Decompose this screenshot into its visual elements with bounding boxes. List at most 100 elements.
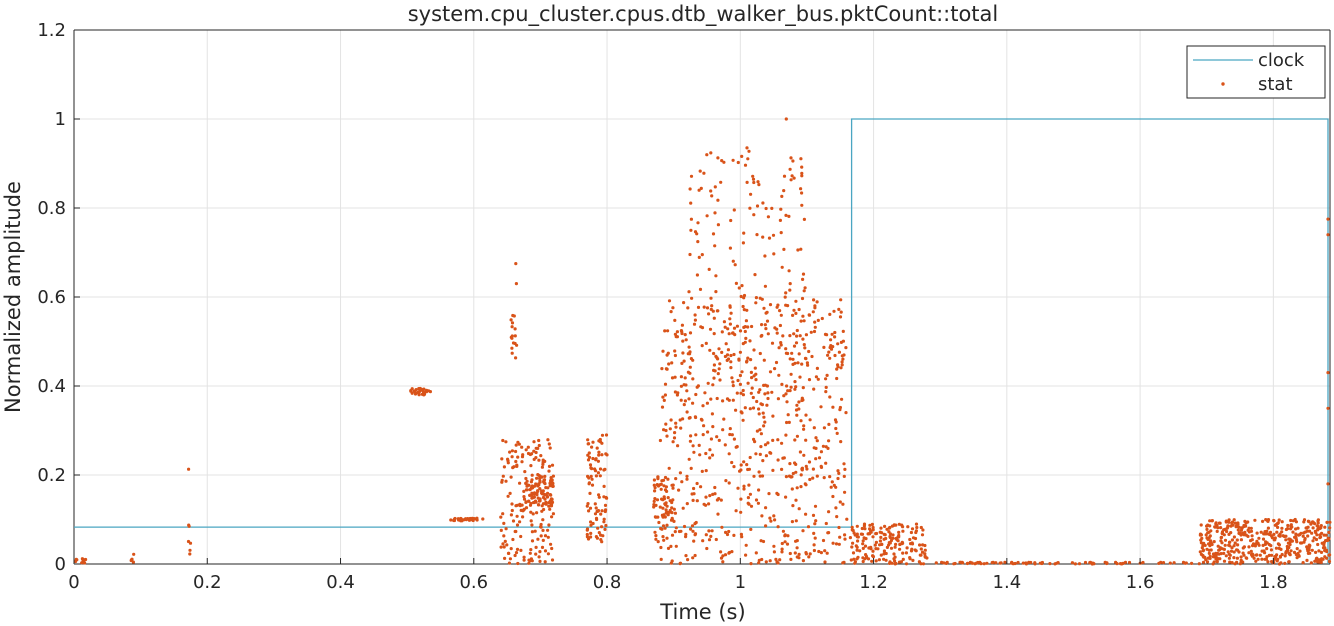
stat-point xyxy=(757,470,761,474)
stat-point xyxy=(780,550,784,554)
stat-point xyxy=(1228,540,1232,544)
stat-point xyxy=(904,562,909,566)
stat-point xyxy=(595,517,599,522)
stat-point xyxy=(788,334,792,338)
stat-point xyxy=(1291,530,1295,534)
stat-point xyxy=(698,169,702,173)
stat-point xyxy=(518,504,522,508)
stat-point xyxy=(537,555,541,559)
stat-point xyxy=(792,344,797,348)
stat-point xyxy=(531,486,535,490)
stat-point xyxy=(901,551,905,555)
stat-point xyxy=(757,558,761,562)
stat-point xyxy=(597,453,601,457)
stat-point xyxy=(720,350,724,354)
stat-point xyxy=(813,522,817,526)
stat-point xyxy=(683,376,687,380)
stat-point xyxy=(715,309,720,313)
stat-point xyxy=(782,189,786,193)
stat-point xyxy=(885,545,890,550)
y-axis-ticks: 0 0.2 0.4 0.6 0.8 1 1.2 xyxy=(37,20,80,575)
stat-point xyxy=(745,308,749,312)
stat-point xyxy=(814,375,819,379)
stat-point xyxy=(551,484,555,488)
stat-point xyxy=(695,232,699,236)
stat-point xyxy=(1157,561,1161,566)
stat-point xyxy=(1228,553,1232,557)
stat-point xyxy=(664,367,669,371)
stat-point xyxy=(700,253,704,257)
stat-point xyxy=(734,281,739,285)
stat-point xyxy=(509,318,513,322)
stat-point xyxy=(754,378,758,382)
stat-point xyxy=(678,562,682,566)
stat-point xyxy=(841,339,846,343)
stat-point xyxy=(712,368,716,372)
stat-point xyxy=(685,477,689,481)
stat-point xyxy=(428,390,432,394)
stat-point xyxy=(800,165,804,169)
stat-point xyxy=(841,561,845,565)
stat-point xyxy=(804,551,808,555)
stat-point xyxy=(590,467,594,471)
stat-point xyxy=(1225,529,1229,534)
stat-point xyxy=(1227,556,1231,560)
stat-point xyxy=(515,514,519,518)
stat-point xyxy=(688,371,692,375)
stat-point xyxy=(746,157,750,161)
stat-point xyxy=(662,495,666,499)
x-tick-label: 1.6 xyxy=(1126,572,1155,593)
stat-point xyxy=(670,510,674,515)
stat-point xyxy=(727,452,731,456)
stat-point xyxy=(696,305,701,309)
stat-point xyxy=(812,329,817,334)
stat-point xyxy=(593,502,597,506)
stat-point xyxy=(595,446,599,450)
stat-point xyxy=(410,391,414,395)
stat-point xyxy=(688,416,692,420)
stat-point xyxy=(739,497,743,501)
stat-point xyxy=(596,509,601,513)
x-tick-label: 1.2 xyxy=(859,572,888,593)
stat-point xyxy=(664,508,668,512)
stat-point xyxy=(739,391,743,395)
stat-point xyxy=(776,492,780,497)
stat-point xyxy=(801,529,805,533)
stat-point xyxy=(524,476,528,481)
stat-point xyxy=(708,327,713,331)
stat-point xyxy=(788,551,792,556)
stat-point xyxy=(867,532,871,536)
stat-point xyxy=(605,453,609,457)
stat-point xyxy=(842,474,846,478)
stat-point xyxy=(734,408,738,412)
y-axis-label: Normalized amplitude xyxy=(1,181,25,413)
stat-point xyxy=(504,479,508,483)
stat-point xyxy=(666,351,670,355)
stat-point xyxy=(1277,518,1281,522)
stat-point xyxy=(824,445,828,449)
stat-point xyxy=(501,542,505,546)
stat-point xyxy=(1288,542,1292,547)
stat-point xyxy=(596,471,601,475)
stat-point xyxy=(541,518,545,522)
stat-point xyxy=(773,518,777,522)
stat-point xyxy=(874,559,878,563)
stat-point xyxy=(758,428,762,432)
stat-point xyxy=(1253,518,1257,522)
stat-point xyxy=(1207,551,1211,556)
stat-point xyxy=(844,346,848,350)
stat-point xyxy=(534,456,538,460)
stat-point xyxy=(843,467,847,471)
stat-point xyxy=(758,474,762,478)
stat-point xyxy=(1295,547,1299,551)
stat-point xyxy=(819,465,824,469)
stat-point xyxy=(543,549,548,553)
stat-point xyxy=(1033,561,1037,565)
stat-point xyxy=(588,463,593,467)
stat-point xyxy=(522,495,526,499)
stat-point xyxy=(713,244,717,248)
stat-point xyxy=(823,560,827,564)
stat-point xyxy=(1207,548,1211,552)
stat-point xyxy=(1229,531,1233,535)
stat-point xyxy=(666,329,670,333)
